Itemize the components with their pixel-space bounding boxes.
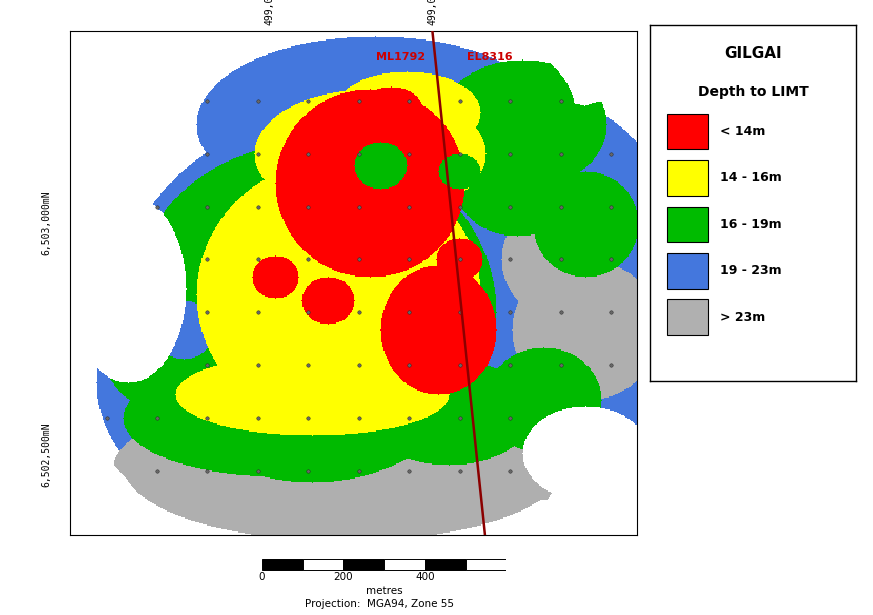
Bar xyxy=(667,253,708,288)
Text: ML1792: ML1792 xyxy=(376,52,425,62)
Text: 6,502,500mN: 6,502,500mN xyxy=(41,422,51,486)
Text: 200: 200 xyxy=(333,572,354,582)
Text: GILGAI: GILGAI xyxy=(724,46,782,61)
Text: metres: metres xyxy=(366,585,402,596)
Bar xyxy=(384,558,425,571)
Bar xyxy=(262,558,303,571)
Text: 6,503,000mN: 6,503,000mN xyxy=(41,190,51,255)
Text: < 14m: < 14m xyxy=(720,125,766,138)
Text: 0: 0 xyxy=(258,572,265,582)
Bar xyxy=(343,558,384,571)
Text: 400: 400 xyxy=(415,572,435,582)
Bar xyxy=(667,114,708,149)
Text: 499,000mE: 499,000mE xyxy=(265,0,274,25)
Bar xyxy=(667,300,708,335)
Bar xyxy=(425,558,465,571)
Bar xyxy=(667,207,708,242)
Text: > 23m: > 23m xyxy=(720,311,766,323)
Text: 499,000mE: 499,000mE xyxy=(428,0,437,25)
Bar xyxy=(465,558,506,571)
Text: Projection:  MGA94, Zone 55: Projection: MGA94, Zone 55 xyxy=(306,599,454,609)
Text: 16 - 19m: 16 - 19m xyxy=(720,218,781,231)
Text: Depth to LIMT: Depth to LIMT xyxy=(698,85,808,99)
Bar xyxy=(667,160,708,196)
Bar xyxy=(303,558,343,571)
Text: EL8316: EL8316 xyxy=(467,52,513,62)
Text: 19 - 23m: 19 - 23m xyxy=(720,264,781,277)
Text: 14 - 16m: 14 - 16m xyxy=(720,172,782,184)
